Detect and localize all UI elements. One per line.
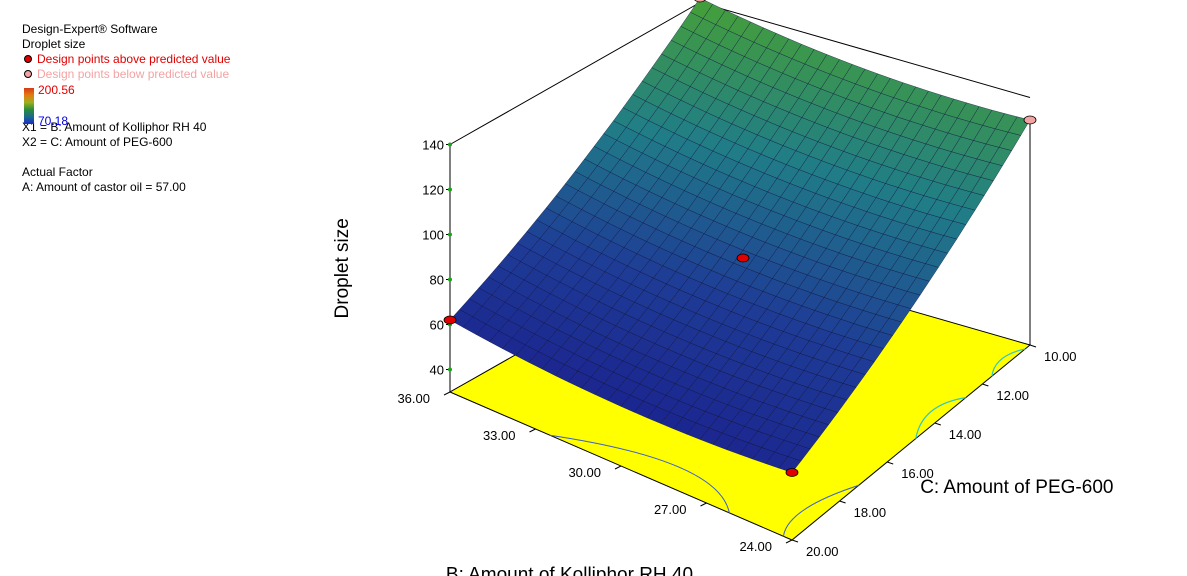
software-name: Design-Expert® Software [22,22,158,36]
z-tick-marker [448,277,452,282]
floor-contour-cyan-2 [991,348,1026,377]
z-tick-label: 80 [430,273,444,288]
c-axis-label: C: Amount of PEG-600 [920,477,1113,498]
z-tick-label: 100 [422,228,444,243]
x2-definition: X2 = C: Amount of PEG-600 [22,135,173,149]
c-tick-label: 14.00 [949,427,982,442]
z-tick-marker [448,187,452,192]
below-point-icon [24,70,32,79]
floor-contour-2 [782,484,859,537]
legend-above-label: Design points above predicted value [37,52,231,66]
c-tick-mark [791,539,799,543]
b-axis-label: B: Amount of Kolliphor RH 40 [446,564,693,576]
color-scale-max: 200.56 [38,83,75,97]
z-tick-label: 40 [430,363,444,378]
z-tick-label: 120 [422,183,444,198]
design-point-above [443,315,457,325]
c-tick-mark [982,383,989,387]
c-tick-label: 16.00 [901,466,934,481]
c-tick-label: 18.00 [854,505,887,520]
z-tick-marker [448,232,452,237]
legend-panel: Design-Expert® Software Droplet size Des… [22,22,230,195]
b-tick-label: 33.00 [483,428,516,443]
actual-factor-value: A: Amount of castor oil = 57.00 [22,180,186,194]
b-tick-mark [614,465,622,470]
z-tick-label: 140 [422,138,444,153]
c-tick-mark [934,422,941,426]
b-tick-label: 27.00 [654,502,687,517]
b-tick-mark [529,428,536,433]
design-point-above [785,468,799,477]
b-tick-label: 30.00 [568,465,601,480]
z-tick-marker [448,142,452,147]
x1-definition: X1 = B: Amount of Kolliphor RH 40 [22,120,207,134]
b-tick-mark [700,502,707,507]
b-tick-mark [785,539,793,544]
b-tick-label: 24.00 [739,539,772,554]
z-axis-label: Droplet size [332,218,353,318]
legend-below-label: Design points below predicted value [37,67,230,81]
floor-contour-1 [549,434,730,513]
legend-above: Design points above predicted value [22,52,230,67]
c-tick-label: 20.00 [806,544,839,559]
b-tick-label: 36.00 [397,391,430,406]
color-scale-min: 70.18 [38,114,69,128]
c-tick-mark [839,500,846,504]
z-tick-label: 60 [430,318,444,333]
c-tick-label: 10.00 [1044,349,1077,364]
design-point-below [1023,115,1037,125]
b-tick-mark [443,391,451,396]
above-point-icon [24,55,32,64]
c-tick-mark [1029,344,1037,348]
c-tick-mark [887,461,894,465]
actual-factor-title: Actual Factor [22,165,93,179]
c-tick-label: 12.00 [996,388,1029,403]
design-point-above [736,253,750,263]
legend-below: Design points below predicted value [22,67,230,82]
z-tick-marker [448,367,452,372]
floor-contour-cyan-1 [915,397,966,439]
color-scale-bar [24,88,34,124]
response-name: Droplet size [22,37,86,51]
design-point-below [694,0,706,3]
